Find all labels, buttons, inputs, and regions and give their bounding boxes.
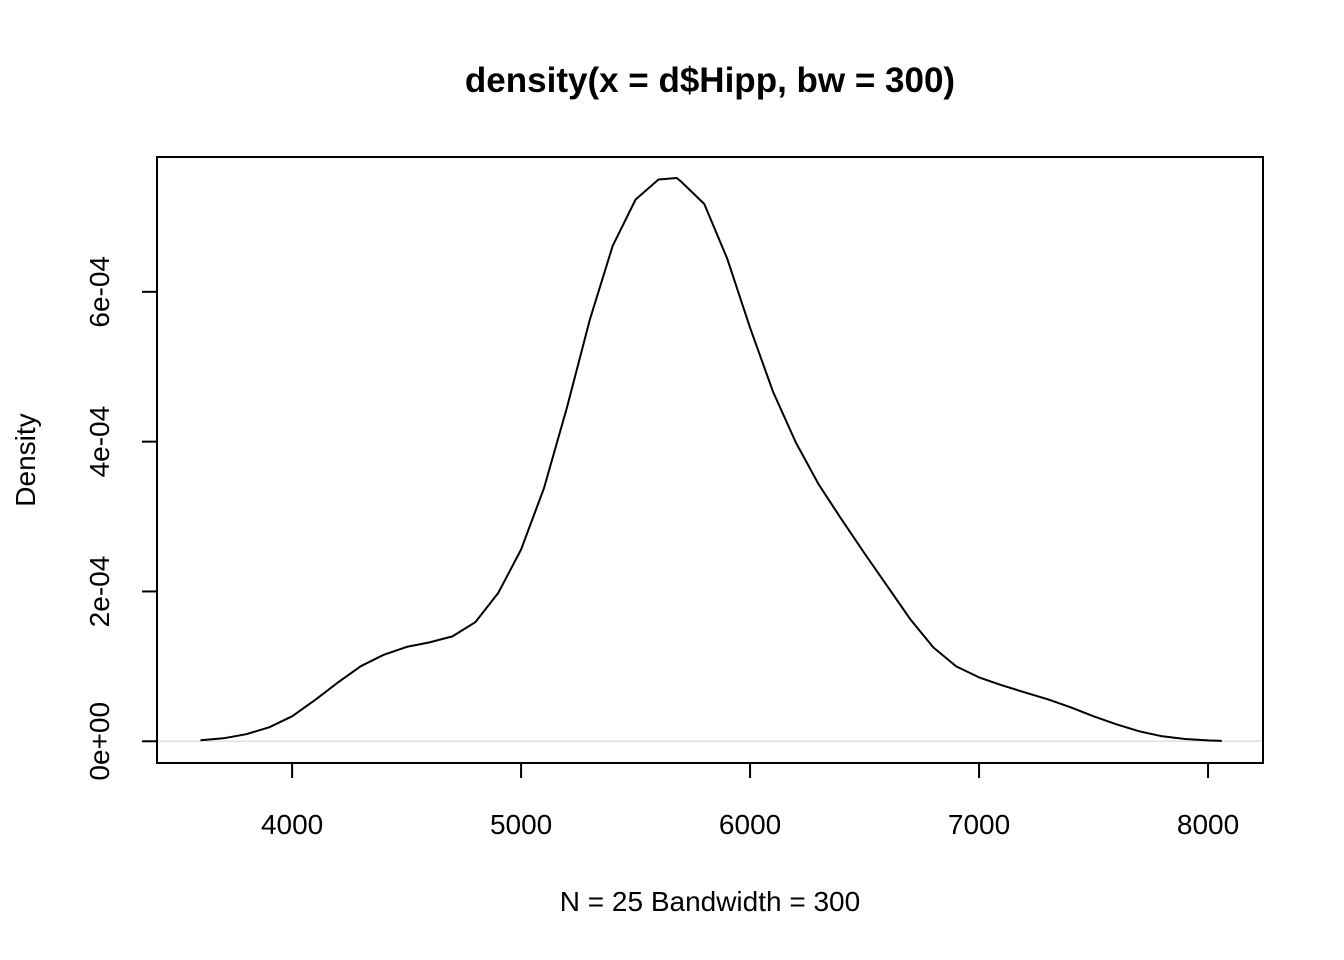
x-tick-label: 4000 <box>261 809 323 840</box>
plot-frame <box>156 156 1264 764</box>
plot-area <box>156 156 1264 764</box>
y-axis: 0e+00 2e-04 4e-04 6e-04 <box>84 256 158 781</box>
y-tick-label: 2e-04 <box>84 556 115 628</box>
chart-title: density(x = d$Hipp, bw = 300) <box>465 61 955 100</box>
x-tick-label: 6000 <box>719 809 781 840</box>
y-tick-label: 6e-04 <box>84 256 115 328</box>
x-tick-label: 8000 <box>1177 809 1239 840</box>
x-axis: 4000 5000 6000 7000 8000 <box>261 762 1239 840</box>
y-tick-label: 4e-04 <box>84 406 115 478</box>
y-axis-label: Density <box>10 413 41 506</box>
density-curve <box>200 177 1222 742</box>
x-tick-label: 7000 <box>948 809 1010 840</box>
y-tick-label: 0e+00 <box>84 702 115 781</box>
x-tick-label: 5000 <box>490 809 552 840</box>
x-axis-label: N = 25 Bandwidth = 300 <box>560 886 860 917</box>
